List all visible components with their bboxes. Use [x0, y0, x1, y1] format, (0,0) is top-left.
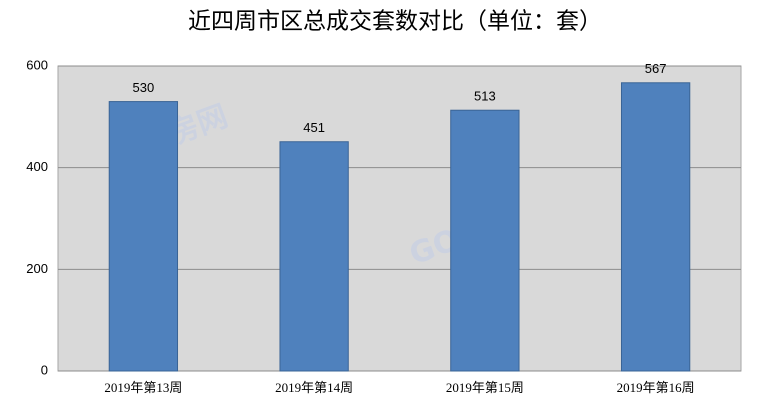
x-tick-label: 2019年第15周: [446, 380, 524, 395]
x-tick-label: 2019年第14周: [275, 380, 353, 395]
value-label: 513: [474, 89, 496, 104]
bar: [450, 109, 520, 372]
y-tick-label: 600: [26, 57, 48, 72]
x-tick-label: 2019年第16周: [617, 380, 695, 395]
bar: [620, 82, 691, 372]
x-tick-label: 2019年第13周: [104, 380, 182, 395]
chart-title: 近四周市区总成交套数对比（单位：套）: [188, 9, 602, 35]
value-label: 567: [645, 61, 667, 76]
bar: [108, 101, 179, 372]
y-tick-label: 400: [26, 159, 48, 174]
value-label: 451: [303, 120, 325, 135]
bar: [279, 141, 349, 372]
y-tick-label: 200: [26, 261, 48, 276]
value-label: 530: [133, 80, 155, 95]
y-tick-label: 0: [41, 362, 48, 377]
